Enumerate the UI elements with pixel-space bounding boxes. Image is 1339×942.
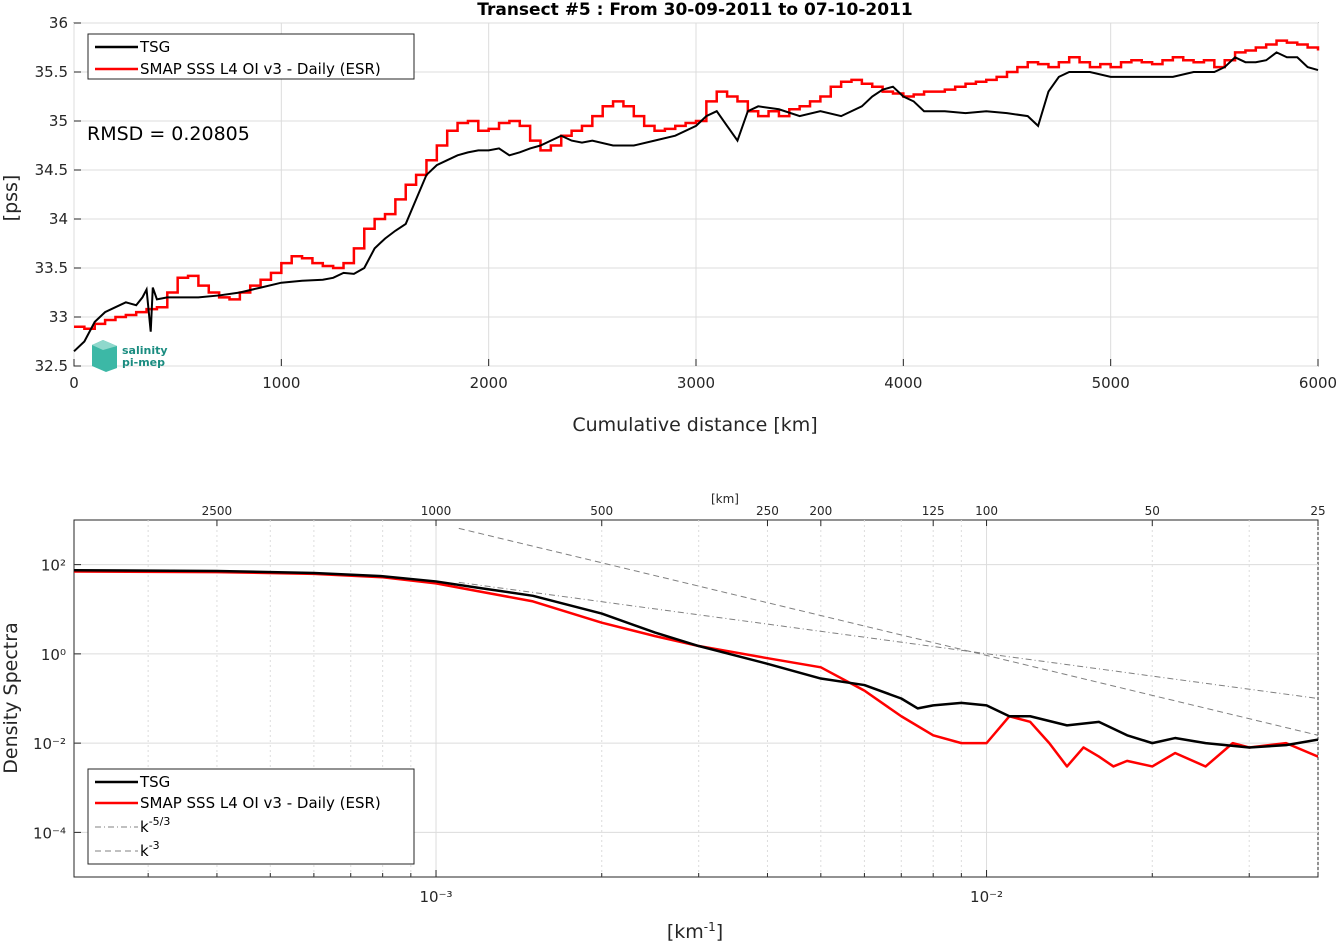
bottom-legend-k3-label: k-3 (140, 839, 160, 860)
bottom-x-ticks: 10⁻³ 10⁻² (147, 870, 1319, 906)
top-axis-tick-label: 125 (922, 504, 945, 518)
top-axis-tick-label: 200 (809, 504, 832, 518)
top-axis-tick-label: 50 (1145, 504, 1160, 518)
top-axis-tick-label: 25 (1310, 504, 1325, 518)
top-axis-label: [km] (711, 492, 739, 506)
top-series (73, 39, 1320, 353)
top-x-tick-label: 5000 (1092, 374, 1130, 392)
bottom-y-tick-label: 10⁰ (41, 646, 66, 664)
top-x-tick-label: 1000 (262, 374, 300, 392)
bottom-y-tick-label: 10² (41, 557, 66, 575)
top-axis-tick-label: 500 (590, 504, 613, 518)
bottom-y-tick-label: 10⁻⁴ (33, 824, 66, 842)
top-axis-tick-label: 2500 (202, 504, 233, 518)
top-axis-tick-label: 1000 (421, 504, 452, 518)
bottom-grid (74, 520, 1319, 877)
bottom-x-tick-label: 10⁻² (970, 888, 1003, 906)
bottom-legend-smap-label: SMAP SSS L4 OI v3 - Daily (ESR) (140, 794, 381, 812)
top-legend: TSG SMAP SSS L4 OI v3 - Daily (ESR) (87, 33, 415, 80)
top-y-ticks: 32.5 33 33.5 34 34.5 35 35.5 36 (35, 14, 81, 375)
top-y-tick-label: 32.5 (35, 357, 68, 375)
top-y-tick-label: 35.5 (35, 63, 68, 81)
bottom-legend-tsg-label: TSG (139, 773, 170, 791)
bottom-series (74, 527, 1318, 768)
rmsd-annotation: RMSD = 0.20805 (87, 123, 250, 145)
top-legend-smap-label: SMAP SSS L4 OI v3 - Daily (ESR) (140, 60, 381, 78)
top-x-tick-label: 3000 (677, 374, 715, 392)
bottom-x-axis-label: [km-1] (667, 920, 723, 942)
top-y-tick-label: 36 (49, 14, 68, 32)
top-x-tick-label: 6000 (1299, 374, 1337, 392)
bottom-legend-k53-label: k-5/3 (140, 815, 170, 836)
bottom-legend: TSG SMAP SSS L4 OI v3 - Daily (ESR) k-5/… (87, 768, 415, 865)
top-x-tick-label: 2000 (470, 374, 508, 392)
bottom-k3-reference-line (458, 527, 1318, 736)
top-axis-tick-label: 100 (975, 504, 998, 518)
top-x-axis-label: Cumulative distance [km] (572, 414, 817, 436)
logo-text-1: salinity (122, 344, 168, 357)
top-legend-box (87, 33, 415, 80)
top-x-ticks: 0 1000 2000 3000 4000 5000 6000 (69, 359, 1337, 392)
bottom-smap-series-line (74, 570, 1318, 768)
top-chart: Transect #5 : From 30-09-2011 to 07-10-2… (0, 0, 1337, 436)
top-smap-series-line (74, 39, 1320, 331)
bottom-top-axis-ticks: 2500 1000 500 250 200 125 100 50 25 (202, 504, 1326, 526)
bottom-y-tick-label: 10⁻² (33, 735, 66, 753)
top-y-axis-label: [pss] (0, 175, 22, 222)
k3-base: k (140, 842, 149, 860)
top-x-tick-label: 0 (69, 374, 79, 392)
top-tsg-series-line (73, 51, 1319, 353)
k53-base: k (140, 818, 149, 836)
bottom-x-tick-label: 10⁻³ (420, 888, 453, 906)
k3-sup: -3 (149, 839, 160, 852)
top-y-tick-label: 33 (49, 308, 68, 326)
salinity-pi-mep-logo: salinity pi-mep (92, 340, 168, 372)
top-y-tick-label: 34 (49, 210, 68, 228)
bottom-tsg-series-line (74, 568, 1318, 749)
logo-mark-shade (92, 340, 117, 350)
top-x-tick-label: 4000 (884, 374, 922, 392)
bottom-chart: 10⁻³ 10⁻² 10⁻⁴ 10⁻² 10⁰ 10² 2500 1000 500 250 20… (0, 492, 1326, 942)
top-y-tick-label: 33.5 (35, 259, 68, 277)
top-legend-tsg-label: TSG (139, 38, 170, 56)
logo-mark (92, 340, 117, 372)
top-axis-tick-label: 250 (756, 504, 779, 518)
top-y-tick-label: 35 (49, 112, 68, 130)
logo-text-2: pi-mep (122, 356, 165, 369)
top-chart-title: Transect #5 : From 30-09-2011 to 07-10-2… (477, 0, 913, 20)
bottom-y-axis-label: Density Spectra (0, 622, 22, 773)
k53-sup: -5/3 (149, 815, 171, 828)
bottom-k53-reference-line (458, 581, 1318, 699)
bottom-y-ticks: 10⁻⁴ 10⁻² 10⁰ 10² (33, 557, 81, 842)
top-y-tick-label: 34.5 (35, 161, 68, 179)
bottom-legend-box (87, 768, 415, 865)
